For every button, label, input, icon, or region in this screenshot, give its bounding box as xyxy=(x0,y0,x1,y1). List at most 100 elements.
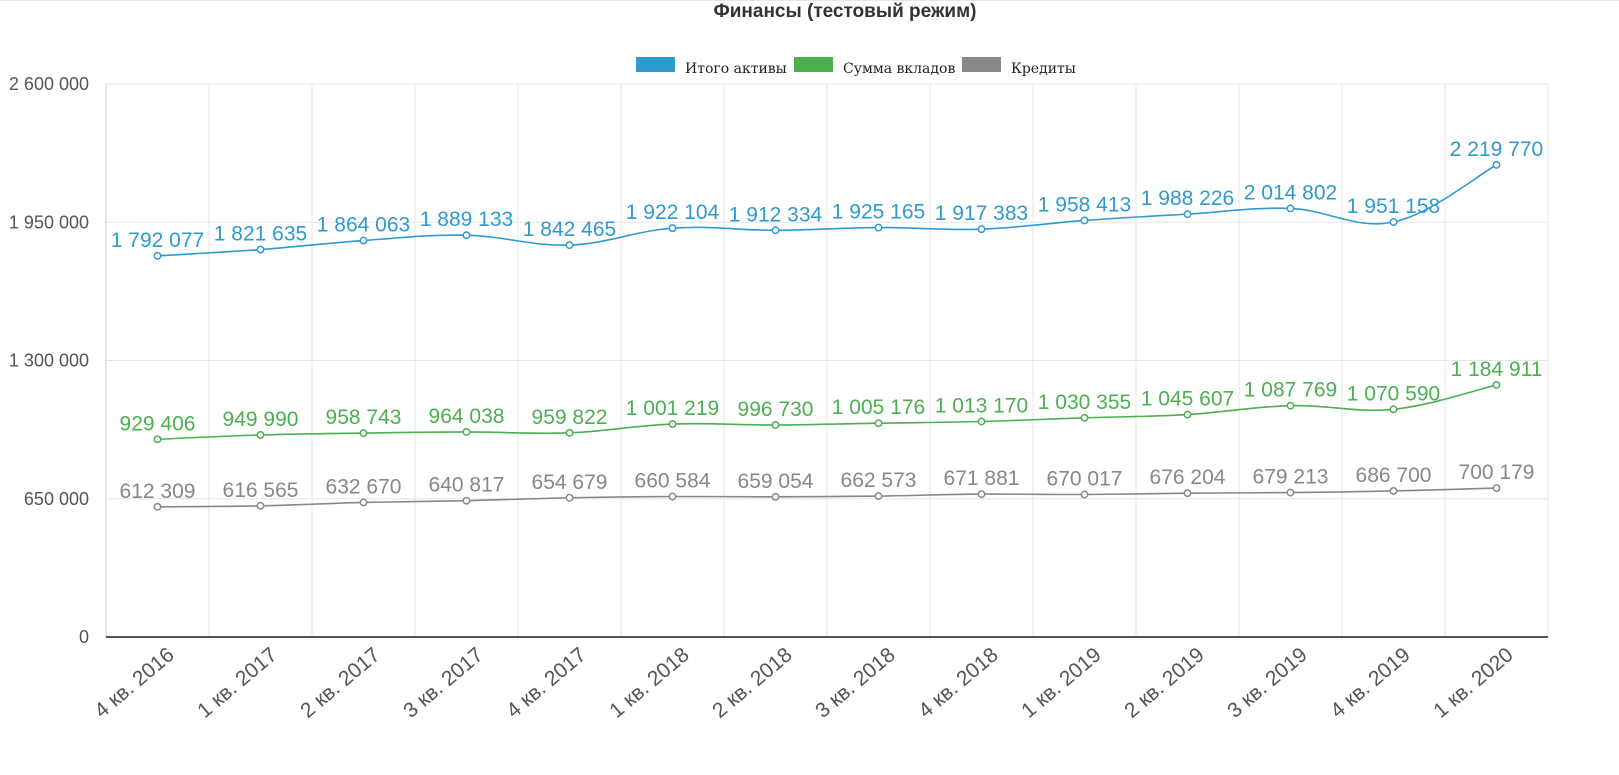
data-point[interactable] xyxy=(771,226,780,235)
x-tick-label: 1 кв. 2020 xyxy=(1429,643,1518,722)
data-point[interactable] xyxy=(462,428,471,436)
data-point[interactable] xyxy=(1492,381,1501,389)
data-point[interactable] xyxy=(565,241,574,250)
data-point[interactable] xyxy=(1286,401,1295,410)
data-label: 1 005 176 xyxy=(832,396,925,419)
data-label: 1 842 465 xyxy=(523,218,616,241)
series-Итого активы xyxy=(153,160,1501,260)
top-border xyxy=(0,0,1619,1)
data-point[interactable] xyxy=(874,223,883,232)
data-label: 660 584 xyxy=(635,469,711,492)
data-point[interactable] xyxy=(1389,218,1398,226)
data-point[interactable] xyxy=(1183,210,1192,219)
x-tick-label: 4 кв. 2016 xyxy=(90,643,179,722)
data-label: 1 001 219 xyxy=(626,397,719,420)
data-point[interactable] xyxy=(771,492,780,501)
data-point[interactable] xyxy=(668,224,677,233)
data-point[interactable] xyxy=(1183,489,1192,498)
legend-item[interactable]: Сумма вкладов xyxy=(794,57,955,77)
data-point[interactable] xyxy=(1492,484,1501,493)
data-point[interactable] xyxy=(1492,160,1501,169)
data-label: 1 922 104 xyxy=(626,201,720,224)
data-point[interactable] xyxy=(668,492,677,501)
data-point[interactable] xyxy=(153,251,162,260)
series-line xyxy=(157,164,1497,257)
data-label: 996 730 xyxy=(738,398,814,421)
data-label: 632 670 xyxy=(326,475,402,498)
data-label: 958 743 xyxy=(326,406,402,429)
data-point[interactable] xyxy=(1080,216,1089,225)
series-Сумма вкладов xyxy=(153,381,1501,444)
data-point[interactable] xyxy=(565,428,574,437)
data-label: 686 700 xyxy=(1356,464,1432,487)
data-label: 1 864 063 xyxy=(317,214,410,237)
data-label: 1 045 607 xyxy=(1141,388,1234,411)
data-label: 1 988 226 xyxy=(1141,187,1234,210)
legend-swatch xyxy=(794,57,833,72)
data-label: 1 958 413 xyxy=(1038,193,1131,216)
data-point[interactable] xyxy=(1286,204,1295,213)
data-point[interactable] xyxy=(977,417,986,426)
legend-label: Сумма вкладов xyxy=(843,61,955,77)
data-point[interactable] xyxy=(1183,410,1192,419)
legend-label: Кредиты xyxy=(1011,61,1076,77)
data-point[interactable] xyxy=(359,236,368,245)
data-label: 959 822 xyxy=(532,406,608,429)
legend-item[interactable]: Кредиты xyxy=(962,57,1076,77)
data-point[interactable] xyxy=(874,419,883,428)
y-tick-label: 1 300 000 xyxy=(9,351,89,371)
y-tick-label: 650 000 xyxy=(24,489,89,509)
data-point[interactable] xyxy=(153,435,162,444)
data-point[interactable] xyxy=(153,502,162,511)
data-point[interactable] xyxy=(1389,486,1398,495)
x-tick-label: 4 кв. 2019 xyxy=(1326,643,1415,722)
data-point[interactable] xyxy=(874,492,883,501)
x-tick-label: 4 кв. 2018 xyxy=(914,643,1003,722)
legend-item[interactable]: Итого активы xyxy=(636,57,787,77)
data-point[interactable] xyxy=(256,245,265,254)
data-point[interactable] xyxy=(256,501,265,510)
data-point[interactable] xyxy=(256,430,265,439)
data-point[interactable] xyxy=(565,493,574,502)
data-label: 2 014 802 xyxy=(1244,181,1337,204)
data-point[interactable] xyxy=(977,490,986,499)
data-point[interactable] xyxy=(462,496,471,505)
legend-label: Итого активы xyxy=(685,61,787,77)
x-tick-label: 2 кв. 2017 xyxy=(296,643,385,722)
y-tick-label: 0 xyxy=(79,627,89,647)
data-label: 1 951 158 xyxy=(1347,195,1440,218)
legend[interactable]: Итого активы Сумма вкладов Кредиты xyxy=(636,57,1076,77)
x-tick-label: 2 кв. 2018 xyxy=(708,643,797,722)
data-label: 964 038 xyxy=(429,405,505,428)
x-tick-label: 4 кв. 2017 xyxy=(502,643,591,722)
data-label: 676 204 xyxy=(1150,466,1226,489)
data-label: 949 990 xyxy=(223,408,299,431)
data-point[interactable] xyxy=(1389,405,1398,414)
data-label: 1 821 635 xyxy=(214,223,307,246)
data-label: 654 679 xyxy=(532,471,608,494)
data-point[interactable] xyxy=(668,420,677,428)
data-point[interactable] xyxy=(359,498,368,507)
y-tick-label: 1 950 000 xyxy=(9,212,89,232)
x-tick-label: 1 кв. 2019 xyxy=(1017,643,1106,722)
data-point[interactable] xyxy=(771,421,780,429)
x-tick-label: 3 кв. 2019 xyxy=(1223,643,1312,722)
data-point[interactable] xyxy=(1080,413,1089,422)
y-tick-label: 2 600 000 xyxy=(9,74,89,94)
data-label: 1 184 911 xyxy=(1451,358,1543,381)
data-label: 1 070 590 xyxy=(1347,382,1440,405)
data-label: 1 087 769 xyxy=(1244,379,1337,402)
data-point[interactable] xyxy=(1286,488,1295,497)
chart-title: Финансы (тестовый режим) xyxy=(713,1,977,22)
data-label: 1 792 077 xyxy=(111,229,204,252)
data-label: 671 881 xyxy=(944,467,1020,490)
data-point[interactable] xyxy=(977,225,986,234)
data-label: 700 179 xyxy=(1459,461,1535,484)
data-point[interactable] xyxy=(462,231,471,240)
data-point[interactable] xyxy=(359,429,368,438)
x-tick-label: 1 кв. 2018 xyxy=(605,643,694,722)
data-label: 612 309 xyxy=(120,480,196,503)
data-label: 1 013 170 xyxy=(935,395,1028,418)
data-point[interactable] xyxy=(1080,490,1089,499)
